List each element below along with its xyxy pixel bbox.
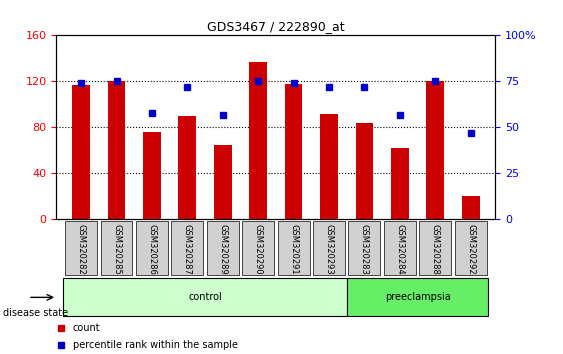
FancyBboxPatch shape (136, 221, 168, 275)
Bar (320, 114, 338, 219)
Bar (72, 85, 90, 219)
Text: GSM320284: GSM320284 (395, 224, 404, 275)
Text: control: control (188, 292, 222, 302)
Text: GSM320283: GSM320283 (360, 224, 369, 275)
FancyBboxPatch shape (64, 278, 347, 316)
FancyBboxPatch shape (347, 278, 488, 316)
Text: GSM320289: GSM320289 (218, 224, 227, 275)
Text: count: count (73, 322, 101, 332)
Text: GSM320282: GSM320282 (77, 224, 86, 275)
FancyBboxPatch shape (101, 221, 132, 275)
Bar (391, 148, 409, 219)
FancyBboxPatch shape (207, 221, 239, 275)
Text: GSM320286: GSM320286 (148, 224, 157, 275)
Bar (214, 145, 231, 219)
Text: GSM320287: GSM320287 (183, 224, 192, 275)
Text: disease state: disease state (3, 308, 68, 318)
Title: GDS3467 / 222890_at: GDS3467 / 222890_at (207, 20, 345, 33)
Bar (462, 196, 480, 219)
FancyBboxPatch shape (278, 221, 310, 275)
Bar (285, 84, 302, 219)
FancyBboxPatch shape (348, 221, 381, 275)
FancyBboxPatch shape (419, 221, 451, 275)
Text: percentile rank within the sample: percentile rank within the sample (73, 340, 238, 350)
Bar (356, 123, 373, 219)
Text: preeclampsia: preeclampsia (385, 292, 450, 302)
Bar (249, 62, 267, 219)
FancyBboxPatch shape (242, 221, 274, 275)
Text: GSM320288: GSM320288 (431, 224, 440, 275)
Text: GSM320290: GSM320290 (254, 224, 263, 275)
Bar (143, 132, 161, 219)
Bar (178, 116, 196, 219)
FancyBboxPatch shape (384, 221, 415, 275)
FancyBboxPatch shape (65, 221, 97, 275)
Bar (426, 81, 444, 219)
Text: GSM320292: GSM320292 (466, 224, 475, 275)
FancyBboxPatch shape (171, 221, 203, 275)
Bar (108, 81, 126, 219)
Text: GSM320293: GSM320293 (324, 224, 333, 275)
Text: GSM320285: GSM320285 (112, 224, 121, 275)
FancyBboxPatch shape (455, 221, 486, 275)
Text: GSM320291: GSM320291 (289, 224, 298, 275)
FancyBboxPatch shape (313, 221, 345, 275)
